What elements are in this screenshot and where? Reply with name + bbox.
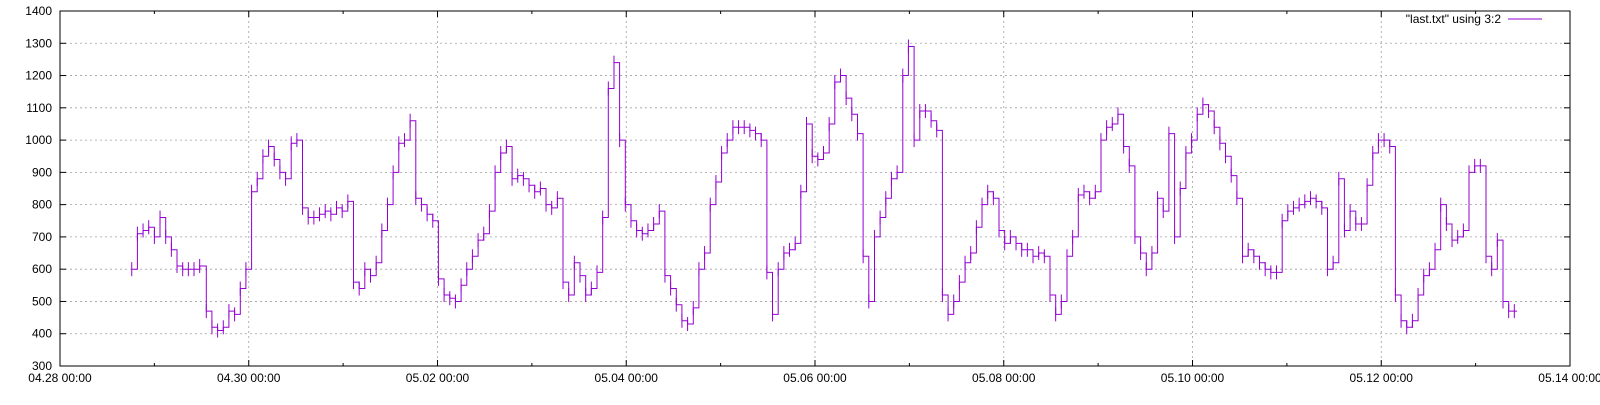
- x-tick-label: 04.28 00:00: [28, 371, 92, 385]
- axes: 300 400 500 600 700 800 900 1000 1100 1200 1300 140…: [25, 4, 1600, 385]
- x-tick-label: 04.30 00:00: [217, 371, 281, 385]
- y-tick-label: 800: [32, 198, 52, 212]
- legend-label: "last.txt" using 3:2: [1406, 12, 1502, 26]
- y-tick-label: 300: [32, 359, 52, 373]
- y-tick-label: 400: [32, 327, 52, 341]
- grid: [60, 11, 1570, 366]
- x-tick-label: 05.12 00:00: [1350, 371, 1414, 385]
- y-tick-label: 600: [32, 262, 52, 276]
- plot-frame: [59, 10, 1571, 367]
- y-tick-label: 700: [32, 230, 52, 244]
- y-tick-label: 500: [32, 294, 52, 308]
- y-tick-label: 1300: [25, 36, 52, 50]
- x-tick-label: 05.14 00:00: [1538, 371, 1600, 385]
- y-tick-label: 1200: [25, 69, 52, 83]
- x-tick-label: 05.08 00:00: [972, 371, 1036, 385]
- series-layer: [131, 39, 1518, 338]
- x-tick-label: 05.06 00:00: [783, 371, 847, 385]
- y-tick-label: 1400: [25, 4, 52, 18]
- y-tick-label: 900: [32, 165, 52, 179]
- y-tick-label: 1100: [26, 101, 52, 115]
- y-tick-label: 1000: [25, 133, 52, 147]
- x-tick-label: 05.04 00:00: [595, 371, 659, 385]
- legend: "last.txt" using 3:2: [1406, 12, 1542, 26]
- x-tick-label: 05.02 00:00: [406, 371, 470, 385]
- x-tick-label: 05.10 00:00: [1161, 371, 1225, 385]
